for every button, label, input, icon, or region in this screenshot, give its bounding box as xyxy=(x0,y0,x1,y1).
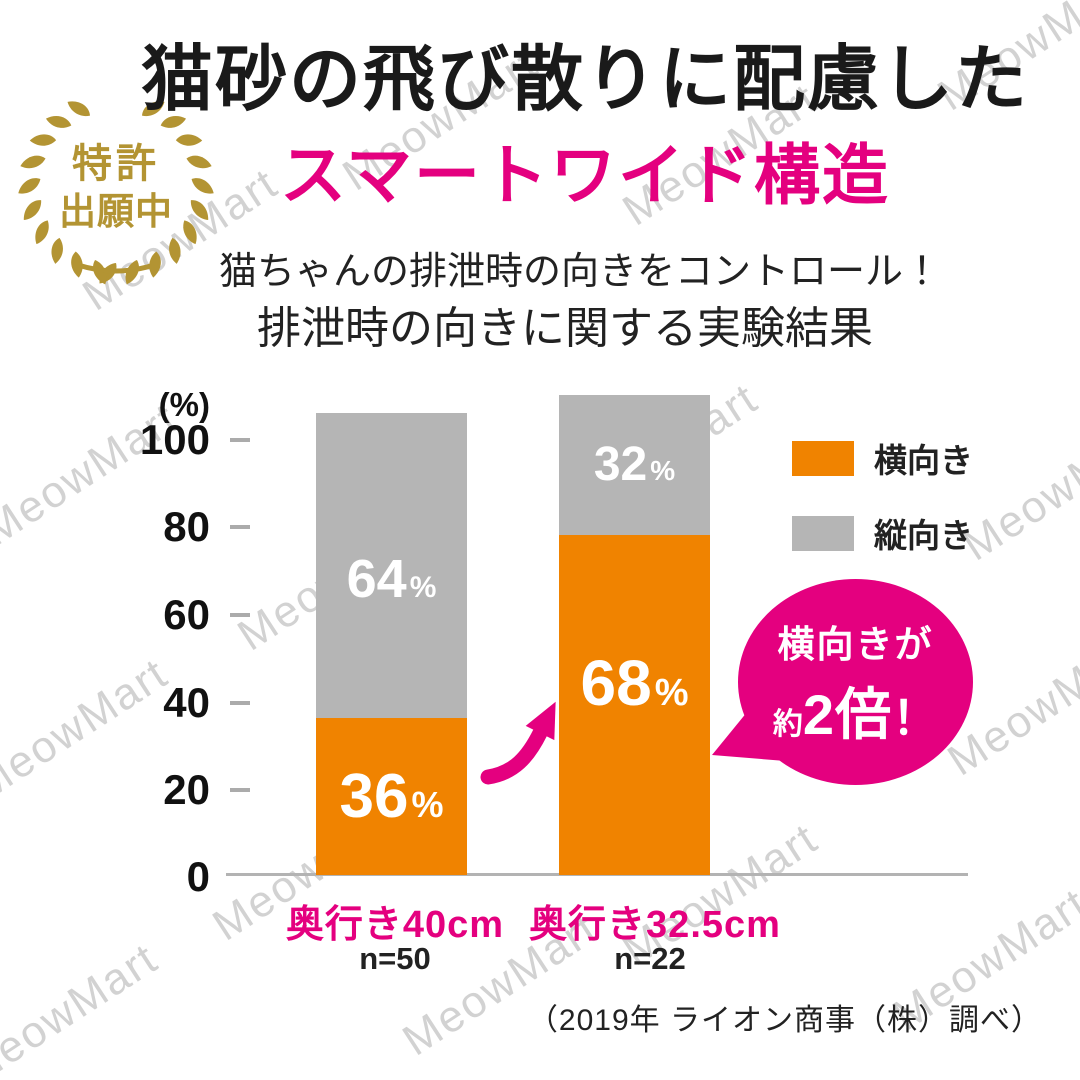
y-tick-mark xyxy=(230,438,250,442)
bubble-line2: 約 2倍 ！ xyxy=(773,670,938,751)
category-label-32-5cm: 奥行き32.5cm xyxy=(529,904,781,946)
y-tick-mark xyxy=(230,701,250,705)
segment-value: 68 xyxy=(580,646,652,719)
segment-tatemuki: 64% xyxy=(316,413,467,718)
segment-yokomuki: 36% xyxy=(316,718,467,875)
y-tick-label: 80 xyxy=(163,503,210,550)
chart-legend: 横向き 縦向き xyxy=(792,434,973,584)
chart-title: 排泄時の向きに関する実験結果 xyxy=(257,304,873,353)
subtitle-pink: スマートワイド構造 xyxy=(279,138,891,212)
category-label-40cm: 奥行き40cm xyxy=(285,904,505,946)
legend-item-yokomuki: 横向き xyxy=(792,434,973,482)
laurel-wreath-icon xyxy=(16,95,216,287)
watermark-text: MeowMart xyxy=(0,933,167,1080)
legend-swatch-orange xyxy=(792,440,854,476)
y-tick-label: 20 xyxy=(163,766,210,813)
source-note: （2019年 ライオン商事（株）調べ） xyxy=(527,1004,1042,1037)
percent-sign: % xyxy=(650,455,676,487)
y-tick-label: 100 xyxy=(139,416,210,463)
bubble-approx: 約 xyxy=(772,707,803,741)
badge-line1: 特許 xyxy=(72,141,160,186)
y-tick-mark xyxy=(230,525,250,529)
segment-value: 36 xyxy=(339,762,409,831)
patent-pending-badge: 特許 出願中 xyxy=(16,87,216,287)
annotation-bubble: 横向きが 約 2倍 ！ xyxy=(738,579,973,785)
y-tick-mark xyxy=(230,788,250,792)
segment-value: 32 xyxy=(593,438,648,492)
bubble-2x: 2倍 xyxy=(802,682,893,746)
legend-item-tatemuki: 縦向き xyxy=(792,509,973,557)
y-axis-unit: (%) xyxy=(158,386,210,423)
y-tick-mark xyxy=(230,613,250,617)
lead-text: 猫ちゃんの排泄時の向きをコントロール！ xyxy=(218,251,941,293)
percent-sign: % xyxy=(411,784,444,825)
bubble-exclaim: ！ xyxy=(892,691,939,744)
badge-line2: 出願中 xyxy=(59,190,173,232)
percent-sign: % xyxy=(654,671,689,714)
segment-tatemuki: 32% xyxy=(559,395,710,535)
watermark-text: MeowMart xyxy=(954,408,1080,571)
y-tick-label: 60 xyxy=(163,591,210,638)
bubble-line1: 横向きが xyxy=(777,623,934,665)
bar-depth-32-5cm: 32% 68% xyxy=(559,395,710,875)
sample-size-n22: n=22 xyxy=(614,941,686,976)
bar-depth-40cm: 64% 36% xyxy=(316,413,467,875)
y-tick-label: 40 xyxy=(163,679,210,726)
segment-value: 64 xyxy=(346,548,407,609)
sample-size-n50: n=50 xyxy=(359,941,431,976)
increase-arrow-icon xyxy=(480,701,556,785)
legend-label: 縦向き xyxy=(874,517,973,554)
segment-yokomuki: 68% xyxy=(559,534,710,875)
main-title: 猫砂の飛び散りに配慮した xyxy=(140,40,1029,120)
percent-sign: % xyxy=(409,570,437,604)
legend-swatch-gray xyxy=(792,515,854,551)
y-tick-label: 0 xyxy=(186,853,210,900)
legend-label: 横向き xyxy=(874,442,973,479)
